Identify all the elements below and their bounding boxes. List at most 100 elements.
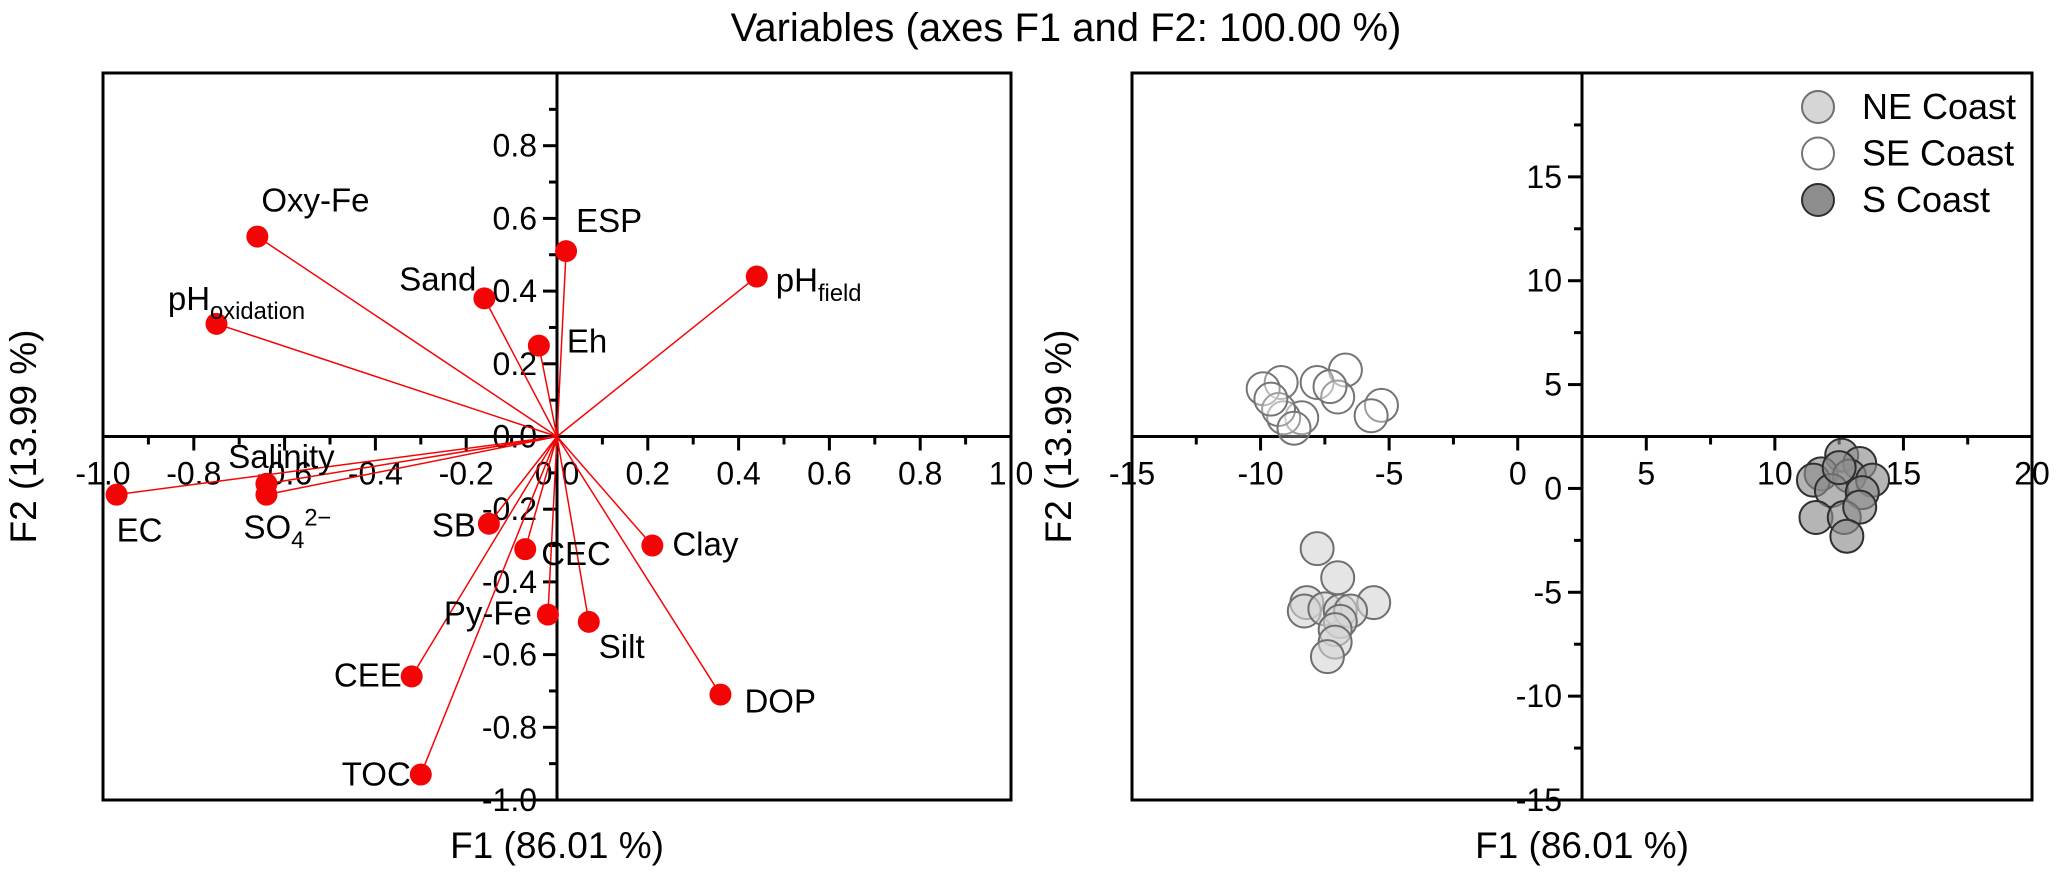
observation-point [1363, 387, 1399, 423]
y-tick-label: -15 [1516, 782, 1562, 818]
loading-vector [266, 435, 558, 485]
series-s-coast [1795, 437, 1891, 554]
variable-label: Sand [399, 260, 476, 297]
x-tick-label: 0.8 [898, 456, 942, 492]
y-tick-label: 5 [1544, 367, 1562, 403]
variable-label: SB [432, 507, 476, 544]
x-tick-label: 0.4 [716, 456, 760, 492]
x-tick-label: 15 [1886, 456, 1922, 492]
variable-point [255, 483, 278, 506]
loading-vector [411, 436, 558, 677]
loading-vector [116, 435, 558, 496]
loading-vector [266, 435, 558, 496]
x-tick-label: -5 [1375, 456, 1403, 492]
x-axis-title: F1 (86.01 %) [450, 825, 664, 866]
variable-label: Eh [567, 323, 607, 360]
variable-point [536, 603, 559, 626]
observation-point [1842, 489, 1878, 525]
y-tick-label: -0.6 [482, 637, 537, 673]
variable-point [246, 225, 269, 248]
x-tick-label: -0.8 [166, 456, 221, 492]
y-tick-label: 15 [1526, 159, 1562, 195]
x-tick-label: -0.2 [439, 456, 494, 492]
y-tick-label: 0.6 [493, 200, 537, 236]
variable-label: pHfield [776, 262, 862, 307]
legend-item: S Coast [1801, 179, 1990, 220]
variable-label: Clay [672, 526, 739, 563]
observation-series [1245, 352, 1891, 675]
variable-label: Py-Fe [444, 595, 532, 632]
loading-vector [420, 436, 558, 775]
loading-vector [556, 275, 758, 438]
loading-vector [556, 436, 653, 547]
loading-vector [216, 323, 558, 438]
legend-marker [1801, 90, 1835, 124]
legend: NE Coast SE Coast S Coast [1801, 86, 2016, 220]
variable-point [514, 538, 537, 561]
loading-vector [524, 436, 558, 550]
variable-label: ESP [576, 202, 642, 239]
x-tick-label: 0.2 [626, 456, 670, 492]
legend-item: NE Coast [1801, 86, 2016, 127]
observation-point [1320, 560, 1356, 596]
variable-point [709, 683, 732, 706]
y-tick-label: 0.0 [493, 419, 537, 455]
variable-point [477, 512, 500, 535]
legend-marker [1801, 183, 1835, 217]
legend-label: S Coast [1862, 179, 1990, 220]
observation-point [1829, 518, 1865, 554]
variable-point [473, 287, 496, 310]
legend-item: SE Coast [1801, 133, 2014, 174]
variable-label: TOC [342, 756, 411, 793]
loading-vector [256, 235, 558, 438]
tick-labels: -15 -10 -5 0 5 10 15 20 15 10 5 0 -5 -10 -15 [1109, 159, 2050, 818]
y-tick-label: -1.0 [482, 782, 537, 818]
x-tick-label: -15 [1109, 456, 1155, 492]
observation-point [1299, 364, 1335, 400]
y-tick-label: -5 [1534, 574, 1562, 610]
y-tick-label: -10 [1516, 678, 1562, 714]
observation-point [1276, 410, 1312, 446]
y-tick-label: -0.8 [482, 709, 537, 745]
variable-label: CEE [334, 656, 402, 693]
observation-point [1299, 531, 1335, 567]
loading-vector [556, 436, 590, 623]
variable-point [745, 265, 768, 288]
y-tick-label: 10 [1526, 263, 1562, 299]
variable-label: Salinity [228, 438, 335, 475]
variable-label: Oxy-Fe [261, 182, 369, 219]
tick-marks [101, 71, 1013, 802]
loading-vector [488, 436, 558, 525]
variable-label: EC [117, 512, 163, 549]
y-tick-label: 0 [1544, 470, 1562, 506]
legend-label: NE Coast [1862, 86, 2016, 127]
variable-point [205, 312, 228, 335]
variable-labels: Oxy-Fe pHoxidation Sand ESP Eh pHfield EC Salin… [117, 182, 862, 793]
x-tick-label: -10 [1237, 456, 1283, 492]
variable-point [105, 483, 128, 506]
variables-plot: -1.0 -0.8 -0.6 -0.4 -0.20.0 0.2 0.4 0.6 0.8 1.0 0.… [3, 71, 1033, 866]
observation-point [1312, 369, 1348, 405]
variable-label: CEC [541, 535, 611, 572]
observation-point [1253, 381, 1289, 417]
figure-title: Variables (axes F1 and F2: 100.00 %) [730, 6, 1402, 50]
loading-vector [547, 436, 558, 615]
variable-label: Silt [599, 628, 645, 665]
y-tick-label: 0.4 [493, 273, 537, 309]
legend-marker [1801, 136, 1835, 171]
x-tick-label: 5 [1637, 456, 1655, 492]
x-axis-title: F1 (86.01 %) [1475, 825, 1689, 866]
variable-label: SO42− [243, 504, 331, 553]
variable-point [641, 534, 664, 557]
loading-vector [556, 251, 567, 437]
observations-plot: -15 -10 -5 0 5 10 15 20 15 10 5 0 -5 -10 -15 F1 (86.01 … [1038, 71, 2050, 866]
variable-point [400, 665, 423, 688]
variable-point [409, 763, 432, 786]
series-ne-coast [1286, 531, 1392, 675]
variable-points [105, 225, 768, 786]
x-tick-label: 10 [1757, 456, 1793, 492]
x-tick-label: 20 [2014, 456, 2050, 492]
variable-point [527, 334, 550, 357]
